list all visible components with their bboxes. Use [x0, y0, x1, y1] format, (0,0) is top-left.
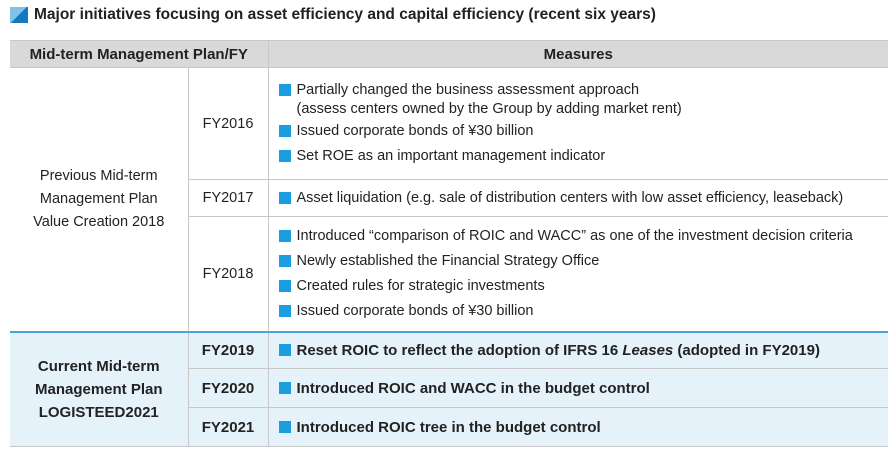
bullet — [278, 279, 291, 292]
fy-cell: FY2020 — [187, 368, 269, 408]
bullet — [278, 381, 291, 394]
measures-cell: Introduced “comparison of ROIC and WACC”… — [267, 216, 889, 332]
measure-segment: (adopted in FY2019) — [673, 341, 820, 359]
plan-line: Value Creation 2018 — [33, 213, 165, 230]
measure: Introduced “comparison of ROIC and WACC”… — [278, 224, 889, 249]
bullet — [278, 84, 291, 96]
bullet — [278, 191, 291, 204]
measure-text: Asset liquidation (e.g. sale of distribu… — [296, 189, 844, 206]
bullet — [278, 304, 291, 317]
measure-continuation: (assess centers owned by the Group by ad… — [279, 99, 889, 119]
measure: Asset liquidation (e.g. sale of distribu… — [278, 186, 889, 211]
measure-text: (assess centers owned by the Group by ad… — [296, 101, 682, 117]
row: Previous Mid-term Management Plan Value Cr… — [10, 67, 889, 332]
row: FY2017 Asset liquidation (e.g. sale of di… — [10, 179, 889, 217]
plan-line: LOGISTEED2021 — [38, 403, 159, 421]
measure-text: Set ROE as an important management indic… — [296, 148, 606, 164]
header-cell: Measures — [267, 40, 888, 68]
measures-cell: Asset liquidation (e.g. sale of distribu… — [267, 179, 889, 217]
fy-cell: FY2017 — [187, 179, 269, 217]
measure-text: Newly established the Financial Strategy… — [296, 252, 600, 269]
header-row: Mid-term Management Plan/FY Measures — [10, 40, 888, 68]
measure-text: Issued corporate bonds of ¥30 billion — [296, 302, 534, 319]
measure-text: Issued corporate bonds of ¥30 billion — [296, 123, 534, 139]
measures-cell: Introduced ROIC and WACC in the budget c… — [267, 368, 889, 408]
title-text: Major initiatives focusing on asset effi… — [34, 6, 656, 23]
measure: Created rules for strategic investments — [278, 274, 889, 299]
plan-line: Management Plan — [39, 190, 158, 207]
plan-line: Management Plan — [34, 380, 163, 398]
measure: Introduced ROIC and WACC in the budget c… — [278, 376, 889, 401]
row: FY2021 Introduced ROIC tree in the budget… — [10, 407, 889, 447]
bullet — [278, 150, 291, 162]
fy-cell: FY2019 — [187, 330, 269, 369]
bullet — [278, 343, 291, 356]
plan-line: Current Mid-term — [37, 357, 160, 375]
bullet — [278, 229, 291, 242]
measure-text: Introduced ROIC and WACC in the budget c… — [296, 379, 650, 397]
plan-cell: Previous Mid-term Management Plan Value Cr… — [10, 67, 189, 332]
bullet — [278, 420, 291, 433]
bullet — [278, 125, 291, 137]
header-cell: Mid-term Management Plan/FY — [10, 40, 269, 68]
measures-cell: Introduced ROIC tree in the budget contr… — [267, 407, 889, 447]
measure: Newly established the Financial Strategy… — [278, 249, 889, 274]
measure: Partially changed the business assessmen… — [278, 78, 889, 103]
fy-cell: FY2016 — [187, 67, 269, 180]
row: FY2020 Introduced ROIC and WACC in the bu… — [10, 368, 889, 408]
table: Mid-term Management Plan/FY Measures Pre… — [10, 40, 888, 447]
measure-text: Partially changed the business assessmen… — [296, 82, 640, 98]
fy-cell: FY2018 — [187, 216, 269, 332]
measure: Introduced ROIC tree in the budget contr… — [278, 415, 889, 440]
measure: Issued corporate bonds of ¥30 billion — [278, 299, 889, 324]
measure-text: Introduced “comparison of ROIC and WACC”… — [296, 227, 853, 244]
plan-line: Previous Mid-term — [39, 167, 158, 184]
title-icon — [10, 7, 28, 23]
plan-cell: Current Mid-term Management Plan LOGISTEED… — [10, 330, 189, 447]
measure: Set ROE as an important management indic… — [278, 144, 889, 169]
title: Major initiatives focusing on asset effi… — [10, 4, 656, 26]
row: Current Mid-term Management Plan LOGISTEED… — [10, 330, 889, 447]
measure-text: Introduced ROIC tree in the budget contr… — [296, 418, 601, 436]
measures-cell: Partially changed the business assessmen… — [267, 67, 889, 180]
row: FY2018 Introduced “comparison of ROIC and… — [10, 216, 889, 332]
measure-segment: Leases — [622, 341, 674, 359]
measure-text: Reset ROIC to reflect the adoption of IF… — [297, 338, 820, 363]
measure-segment: Reset ROIC to reflect the adoption of IF… — [296, 341, 623, 359]
bullet — [278, 254, 291, 267]
table-body: Previous Mid-term Management Plan Value Cr… — [10, 67, 889, 447]
measure: Reset ROIC to reflect the adoption of IF… — [278, 338, 889, 363]
measure: Issued corporate bonds of ¥30 billion — [278, 119, 889, 144]
measures-cell: Reset ROIC to reflect the adoption of IF… — [267, 330, 889, 369]
measure-text: Created rules for strategic investments — [296, 277, 545, 294]
fy-cell: FY2021 — [187, 407, 269, 447]
